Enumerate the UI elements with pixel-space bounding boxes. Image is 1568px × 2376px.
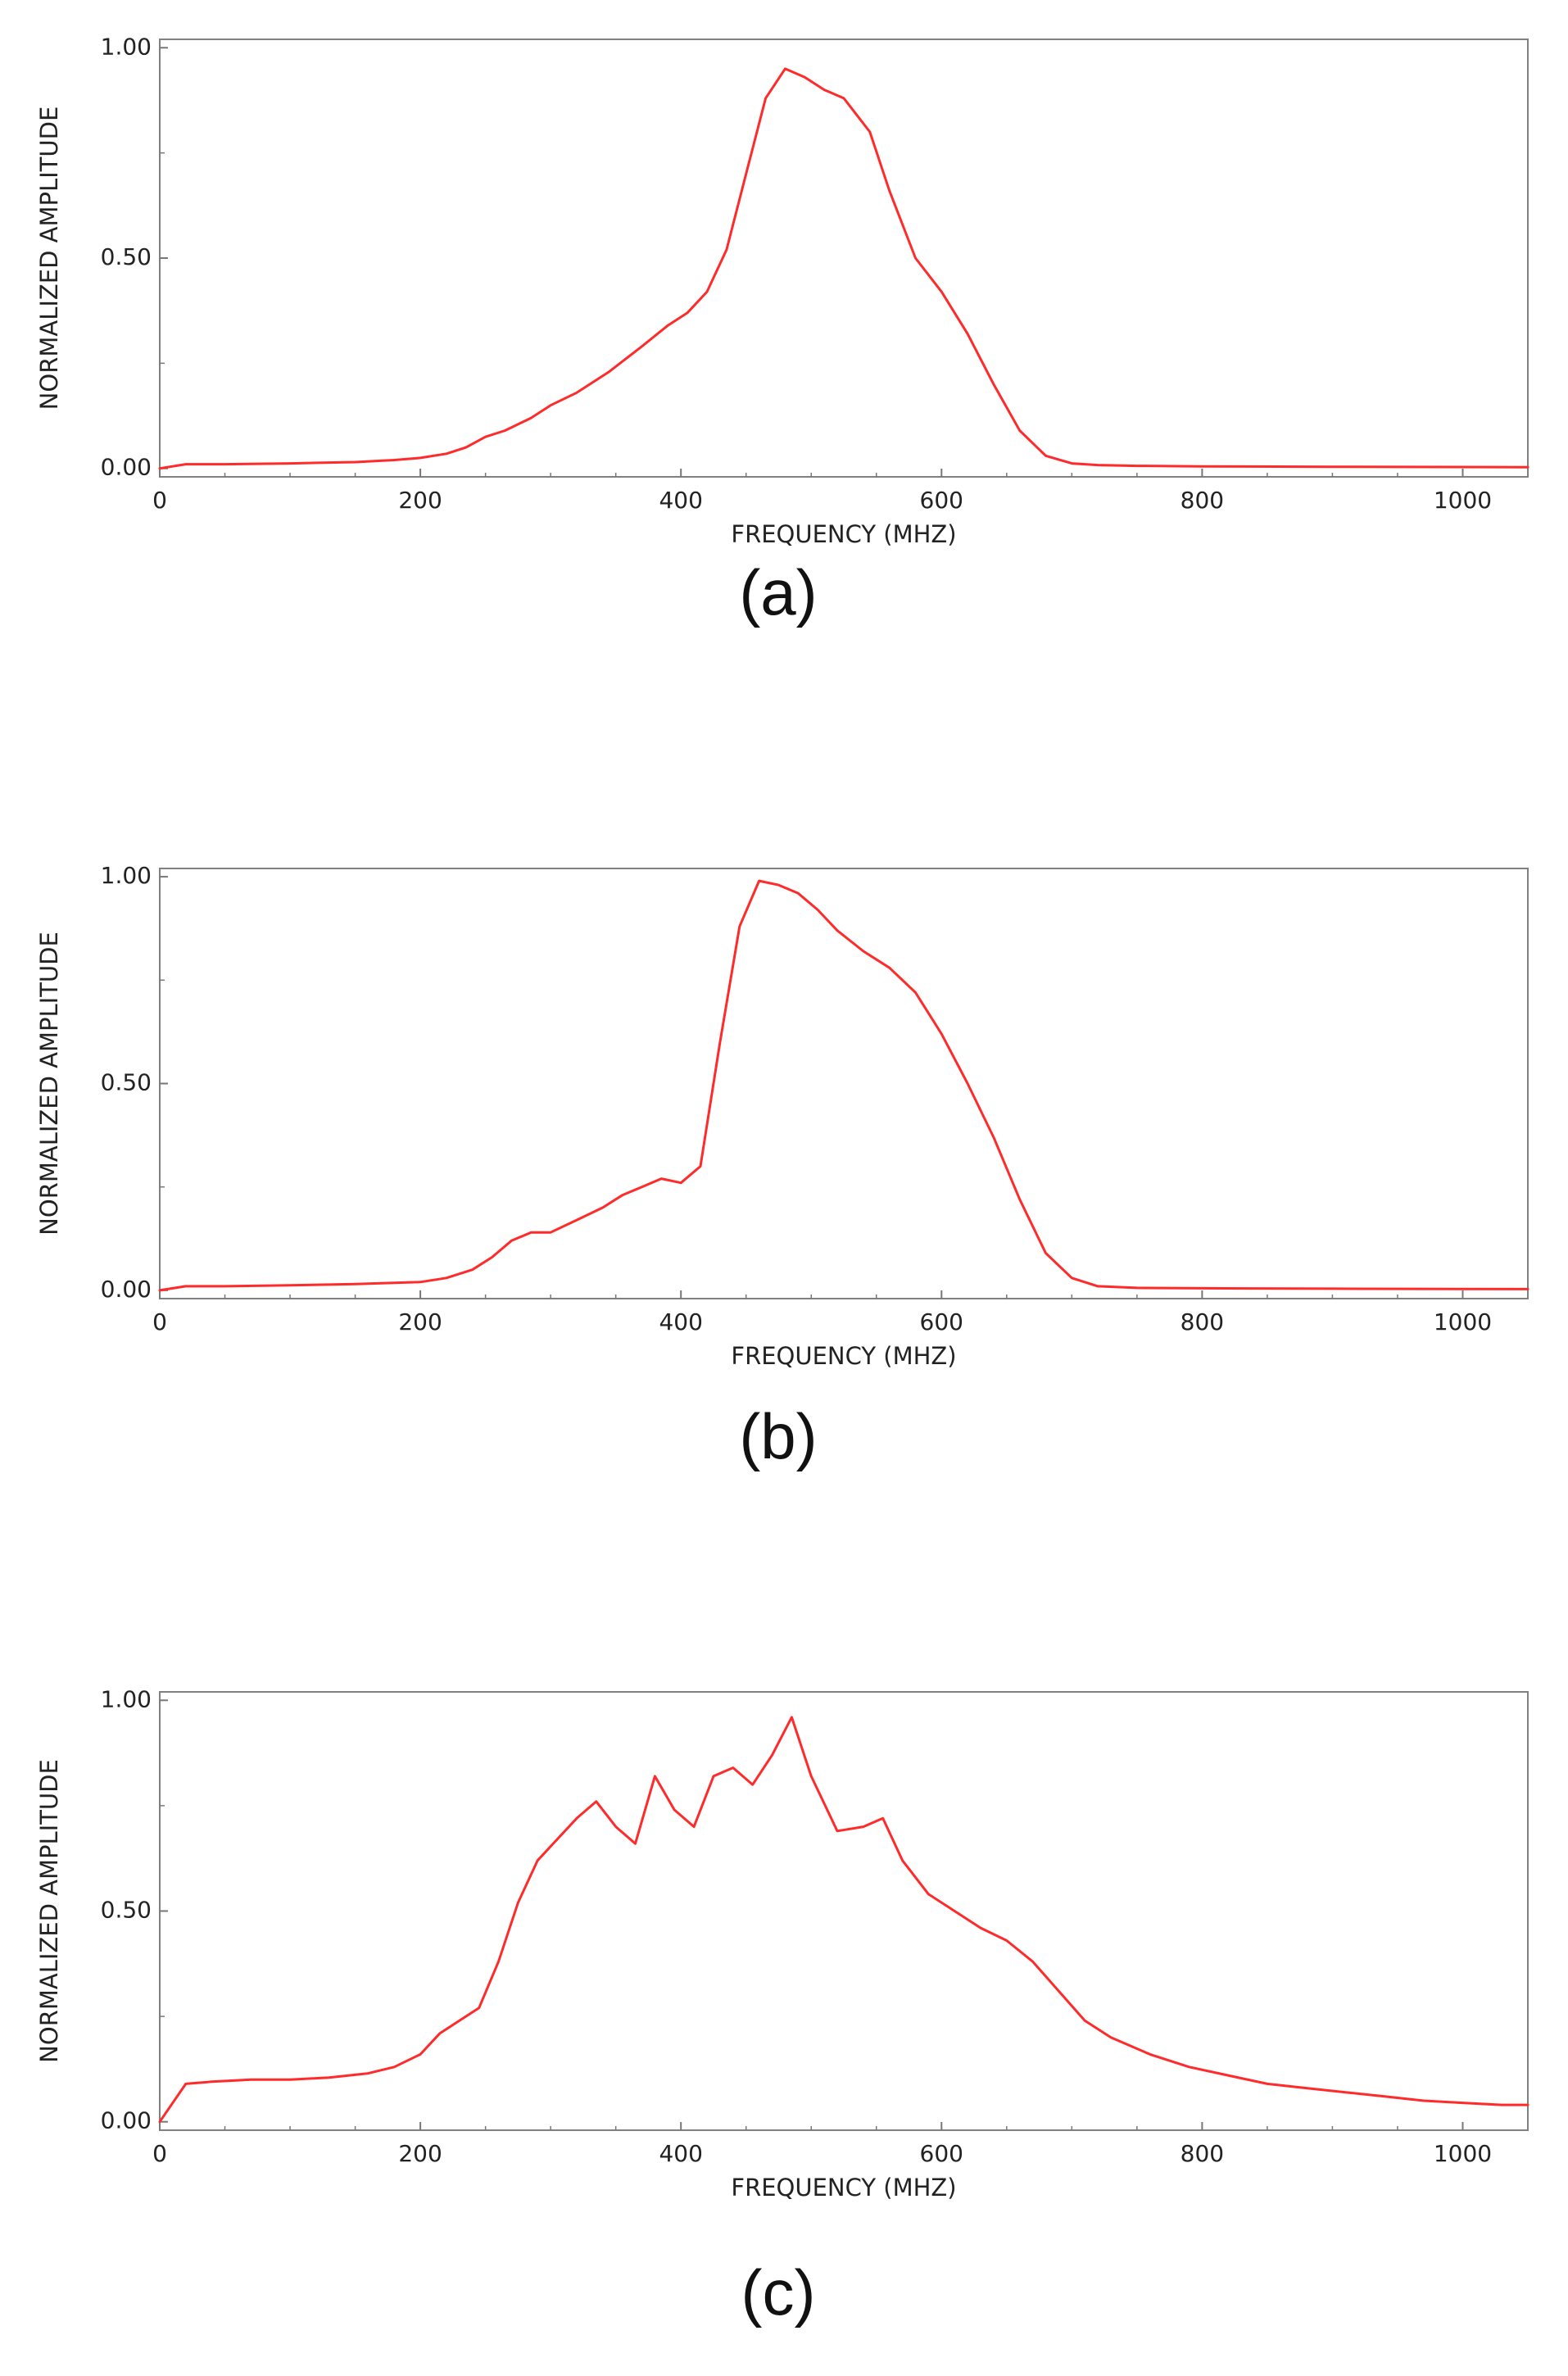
x-tick-label: 1000	[1434, 1308, 1492, 1335]
x-tick-label: 800	[1181, 2140, 1224, 2167]
x-axis-label: FREQUENCY (MHZ)	[731, 2174, 956, 2201]
y-tick-label: 0.00	[101, 1276, 152, 1303]
y-tick-label: 0.50	[101, 1069, 152, 1096]
y-tick-label: 1.00	[101, 33, 152, 60]
x-tick-label: 400	[659, 2140, 702, 2167]
x-tick-label: 200	[398, 1308, 442, 1335]
chart-panel-c: 0.00 0.50 1.00 0 200 400 600 800 1000 FREQUENCY (…	[35, 1685, 1529, 2328]
x-tick-label: 800	[1181, 487, 1224, 514]
x-axis-label: FREQUENCY (MHZ)	[731, 520, 956, 548]
chart-panel-b: 0.00 0.50 1.00 0 200 400 600 800 1000 FREQUENCY (…	[35, 862, 1529, 1472]
series-line	[158, 67, 1529, 470]
y-axis-label: NORMALIZED AMPLITUDE	[35, 1759, 63, 2063]
x-tick-label: 800	[1181, 1308, 1224, 1335]
plot-frame	[159, 868, 1529, 1299]
x-tick-label: 600	[920, 487, 963, 514]
y-tick-label: 1.00	[101, 1685, 152, 1712]
panel-caption: (a)	[739, 556, 817, 628]
y-axis-label: NORMALIZED AMPLITUDE	[35, 932, 63, 1236]
x-tick-label: 600	[920, 2140, 963, 2167]
plot-frame	[159, 1691, 1529, 2131]
x-tick-label: 1000	[1434, 487, 1492, 514]
y-tick-label: 0.00	[101, 454, 152, 481]
x-tick-label: 600	[920, 1308, 963, 1335]
y-axis-label: NORMALIZED AMPLITUDE	[35, 107, 63, 410]
x-tick-label: 400	[659, 1308, 702, 1335]
x-axis-label: FREQUENCY (MHZ)	[731, 1342, 956, 1370]
x-tick-label: 0	[152, 2140, 167, 2167]
series-line	[158, 879, 1529, 1292]
y-tick-label: 0.50	[101, 243, 152, 270]
y-tick-label: 1.00	[101, 862, 152, 889]
series-line	[158, 1716, 1529, 2124]
panel-caption: (c)	[741, 2256, 816, 2328]
x-tick-label: 200	[398, 487, 442, 514]
y-tick-label: 0.00	[101, 2107, 152, 2134]
x-tick-label: 200	[398, 2140, 442, 2167]
y-tick-label: 0.50	[101, 1897, 152, 1924]
plot-frame	[159, 39, 1529, 478]
panel-caption: (b)	[739, 1400, 817, 1472]
x-tick-label: 400	[659, 487, 702, 514]
x-tick-label: 1000	[1434, 2140, 1492, 2167]
chart-panel-a: 0.00 0.50 1.00 0 200 400 600 800 1000 FREQUENCY (…	[35, 33, 1529, 628]
x-tick-label: 0	[152, 1308, 167, 1335]
x-tick-label: 0	[152, 487, 167, 514]
